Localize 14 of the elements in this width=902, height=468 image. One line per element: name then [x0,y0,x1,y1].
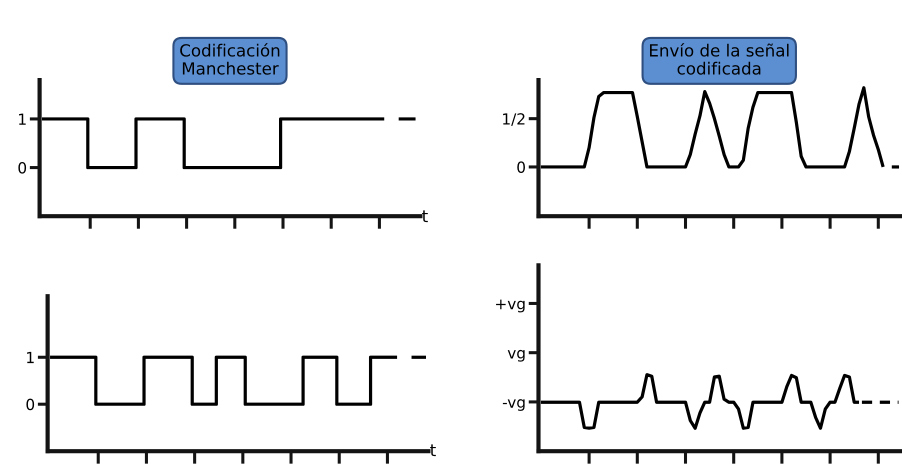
x-axis-title: t [430,444,436,456]
chart-title: Codificación Manchester [180,43,280,75]
chart-title: Envío de la señal codificada [650,43,789,75]
x-axis-title: t [422,210,428,222]
line-series [539,86,885,169]
y-tick-label: 1 [19,114,26,125]
y-tick-label: 0 [18,162,26,174]
y-tick-label: 0 [517,161,525,173]
text: +vg [496,300,525,312]
y-tick-label: 0 [26,398,34,410]
text: vg [508,350,525,362]
text: -vg [502,399,525,411]
y-tick-label: 1/2 [503,113,524,126]
y-tick-label: 1 [27,352,34,364]
